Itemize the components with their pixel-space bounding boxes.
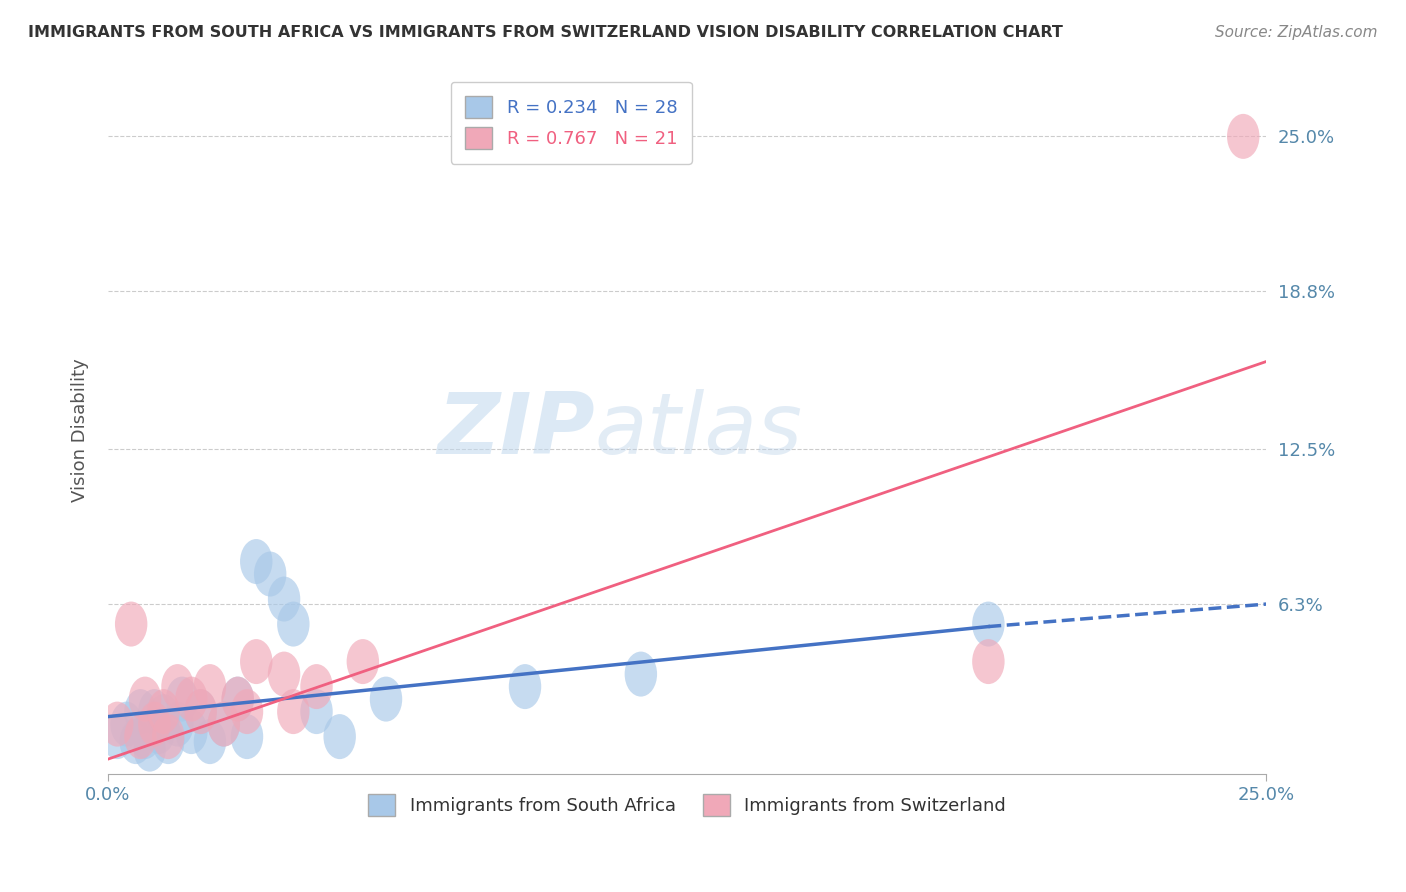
Legend: Immigrants from South Africa, Immigrants from Switzerland: Immigrants from South Africa, Immigrants… — [361, 787, 1014, 823]
Text: ZIP: ZIP — [437, 389, 595, 472]
Text: IMMIGRANTS FROM SOUTH AFRICA VS IMMIGRANTS FROM SWITZERLAND VISION DISABILITY CO: IMMIGRANTS FROM SOUTH AFRICA VS IMMIGRAN… — [28, 25, 1063, 40]
Text: Source: ZipAtlas.com: Source: ZipAtlas.com — [1215, 25, 1378, 40]
Text: atlas: atlas — [595, 389, 803, 472]
Y-axis label: Vision Disability: Vision Disability — [72, 359, 89, 502]
